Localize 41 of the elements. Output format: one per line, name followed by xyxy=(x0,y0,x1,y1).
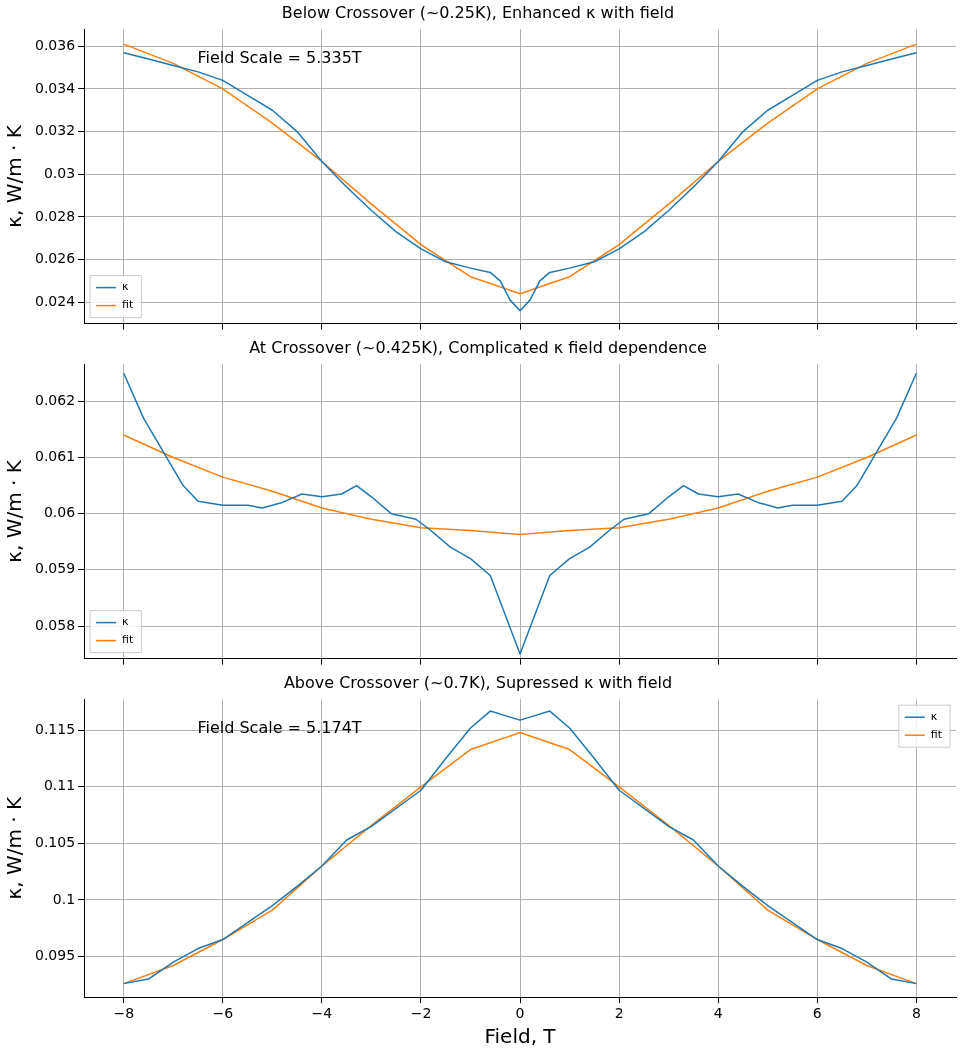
x-tick-label: 4 xyxy=(713,1005,723,1022)
x-tick-label: 6 xyxy=(812,1005,822,1022)
x-tick-label: −6 xyxy=(212,1005,234,1022)
x-tick-label: −8 xyxy=(113,1005,135,1022)
x-tick-label: 2 xyxy=(614,1005,624,1022)
legend-label: fit xyxy=(930,728,943,742)
legend-label: κ xyxy=(122,280,130,294)
y-tick-label: 0.034 xyxy=(34,79,76,96)
legend-label: fit xyxy=(122,298,135,312)
x-axis-title: Field, T xyxy=(484,1024,557,1049)
y-tick-label: 0.036 xyxy=(34,36,76,53)
y-tick-label: 0.11 xyxy=(43,777,76,794)
y-tick-label: 0.1 xyxy=(52,890,76,907)
annotation: Field Scale = 5.335T xyxy=(197,48,362,68)
y-tick-label: 0.028 xyxy=(34,207,76,224)
y-tick-label: 0.115 xyxy=(34,720,76,737)
y-tick-label: 0.024 xyxy=(34,292,76,309)
legend-label: κ xyxy=(122,615,130,629)
y-axis-title: κ, W/m · K xyxy=(2,124,27,228)
y-tick-label: 0.03 xyxy=(43,164,76,181)
y-tick-label: 0.105 xyxy=(34,834,76,851)
y-tick-label: 0.095 xyxy=(34,947,76,964)
chart-title: Below Crossover (~0.25K), Enhanced κ with field xyxy=(281,2,675,22)
y-tick-label: 0.062 xyxy=(34,391,76,408)
y-axis-title: κ, W/m · K xyxy=(2,459,27,563)
y-tick-label: 0.058 xyxy=(34,616,76,633)
y-tick-label: 0.061 xyxy=(34,448,76,465)
annotation: Field Scale = 5.174T xyxy=(197,718,362,738)
y-tick-label: 0.059 xyxy=(34,560,76,577)
y-tick-label: 0.032 xyxy=(34,122,76,139)
x-tick-label: 8 xyxy=(911,1005,921,1022)
x-tick-label: −4 xyxy=(311,1005,333,1022)
chart-title: At Crossover (~0.425K), Complicated κ field dependence xyxy=(249,337,707,357)
legend-label: fit xyxy=(122,633,135,647)
y-axis-title: κ, W/m · K xyxy=(2,795,27,900)
y-tick-label: 0.026 xyxy=(34,250,76,267)
legend-label: κ xyxy=(930,710,938,724)
x-tick-label: −2 xyxy=(410,1005,432,1022)
x-tick-label: 0 xyxy=(515,1005,525,1022)
chart-title: Above Crossover (~0.7K), Supressed κ with field xyxy=(283,672,673,692)
y-tick-label: 0.06 xyxy=(43,504,76,521)
